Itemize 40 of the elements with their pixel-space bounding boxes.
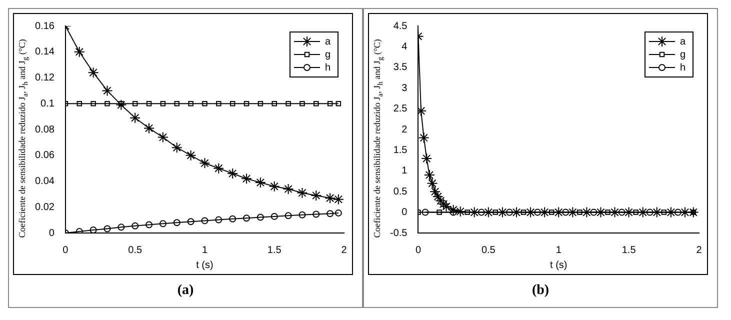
y-tick-label: 0 (402, 207, 408, 218)
x-tick-label: 1 (202, 244, 208, 256)
legend-label: a (680, 36, 686, 48)
y-tick-label: 1 (402, 166, 408, 177)
x-tick-label: 0.5 (481, 244, 496, 256)
y-tick-label: 0.1 (40, 98, 55, 110)
y-tick-label: 0.14 (34, 46, 55, 58)
x-tick-label: 0.5 (128, 244, 142, 256)
legend-label: h (680, 62, 686, 74)
x-tick-label: 1.5 (267, 244, 282, 256)
y-tick-label: 3 (402, 82, 408, 94)
y-tick-label: 0.12 (34, 72, 55, 84)
y-tick-label: 4 (402, 41, 408, 52)
y-tick-label: 0.02 (34, 202, 55, 213)
y-tick-label: 0.06 (34, 150, 55, 162)
x-tick-label: 0 (62, 244, 69, 256)
y-tick-label: 1.5 (393, 144, 408, 156)
y-tick-label: -0.5 (390, 228, 408, 239)
x-axis-title: t (s) (550, 260, 568, 271)
y-tick-label: 2.5 (393, 104, 408, 115)
y-tick-label: 0.16 (34, 20, 55, 32)
y-tick-label: 3.5 (393, 62, 408, 74)
x-axis-title: t (s) (196, 260, 214, 271)
x-tick-label: 2 (341, 244, 348, 256)
text: (a) (176, 283, 195, 299)
y-tick-label: 4.5 (393, 20, 408, 32)
x-tick-label: 1.5 (622, 244, 636, 256)
y-tick-label: 0.04 (34, 176, 55, 187)
y-tick-label: 0.5 (393, 186, 408, 198)
x-tick-label: 0 (415, 244, 422, 256)
legend-label: g (325, 49, 331, 60)
y-tick-label: 0.08 (34, 124, 55, 136)
y-tick-label: 0 (48, 228, 55, 239)
text: (b) (530, 283, 550, 299)
legend-label: a (325, 36, 331, 48)
legend-label: g (680, 49, 686, 60)
x-tick-label: 1 (556, 244, 562, 256)
legend-label: h (325, 62, 331, 74)
x-tick-label: 2 (696, 244, 702, 256)
y-tick-label: 2 (402, 124, 408, 136)
